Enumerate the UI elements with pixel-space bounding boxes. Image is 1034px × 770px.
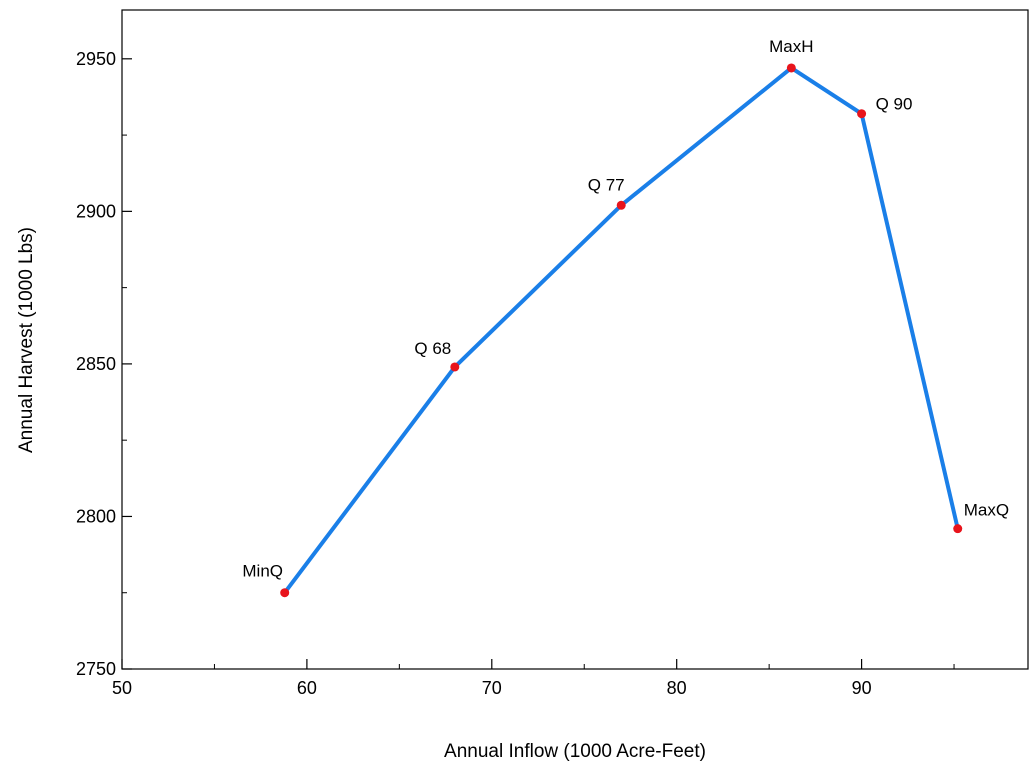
data-point-label: Q 90 xyxy=(876,95,913,114)
series-line xyxy=(282,65,960,595)
x-tick-label: 70 xyxy=(482,678,502,698)
x-axis-ticks: 50 60 70 80 90 xyxy=(112,659,955,698)
data-point-label: MaxQ xyxy=(964,501,1009,520)
data-point-marker xyxy=(857,109,867,119)
x-tick-label: 90 xyxy=(852,678,872,698)
x-tick-label: 60 xyxy=(297,678,317,698)
y-tick-label: 2900 xyxy=(76,201,116,221)
data-point-marker xyxy=(450,362,460,372)
data-points: MinQ Q 68 Q 77 MaxH Q 90 MaxQ xyxy=(242,37,1009,598)
y-tick-label: 2950 xyxy=(76,49,116,69)
data-point-label: MinQ xyxy=(242,562,283,581)
x-tick-label: 80 xyxy=(667,678,687,698)
plot-frame xyxy=(121,9,1029,670)
y-axis-title: Annual Harvest (1000 Lbs) xyxy=(16,227,37,453)
y-axis-ticks: 2750 2800 2850 2900 2950 xyxy=(76,49,132,679)
data-point-label: Q 77 xyxy=(588,175,625,194)
y-tick-label: 2850 xyxy=(76,354,116,374)
data-point-label: MaxH xyxy=(769,37,813,56)
data-point-marker xyxy=(953,524,963,534)
data-point-marker xyxy=(786,63,796,73)
data-point-label: Q 68 xyxy=(414,339,451,358)
x-axis-title: Annual Inflow (1000 Acre-Feet) xyxy=(444,741,706,762)
y-tick-label: 2800 xyxy=(76,506,116,526)
data-point-marker xyxy=(280,588,290,598)
x-tick-label: 50 xyxy=(112,678,132,698)
data-point-marker xyxy=(616,200,626,210)
y-tick-label: 2750 xyxy=(76,659,116,679)
